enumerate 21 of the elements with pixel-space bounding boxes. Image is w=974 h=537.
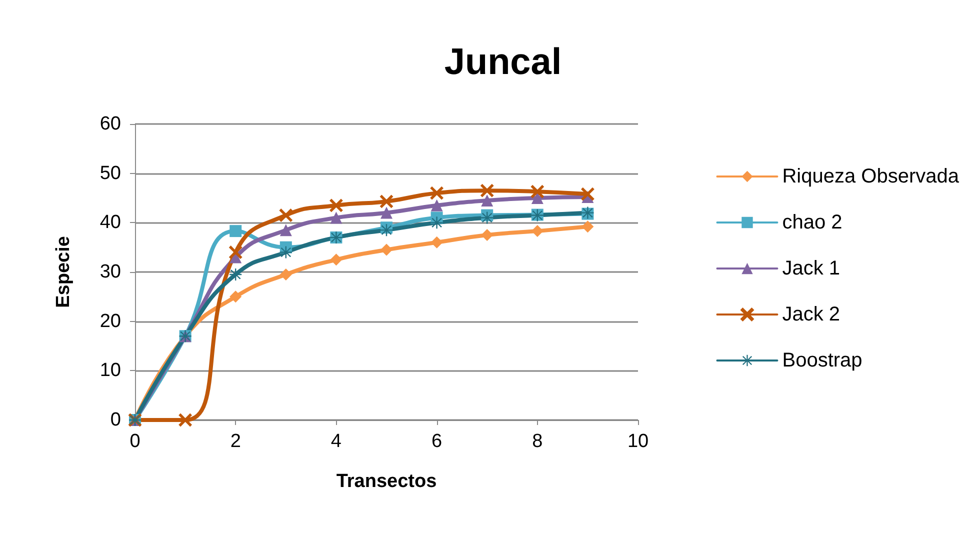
legend-label: Jack 2 [782, 304, 840, 326]
y-tick-label: 40 [100, 212, 121, 234]
x-tick-label: 6 [432, 431, 442, 452]
x-tick-label: 8 [532, 431, 543, 452]
legend-label: Jack 1 [782, 258, 840, 280]
x-tick-label: 4 [330, 431, 342, 452]
legend-label: chao 2 [782, 212, 842, 234]
x-tick-label: 10 [627, 431, 649, 452]
chart-title: Juncal [444, 41, 562, 82]
y-tick-label: 0 [110, 410, 121, 430]
x-tick-label: 2 [230, 431, 241, 452]
y-tick-label: 30 [100, 262, 121, 282]
legend-label: Boostrap [782, 350, 862, 372]
y-tick-label: 50 [100, 162, 121, 184]
legend-label: Riqueza Observada [782, 166, 960, 188]
y-tick-label: 20 [100, 310, 121, 332]
y-axis-title: Especie [53, 236, 74, 308]
x-tick-label: 0 [130, 431, 140, 452]
x-axis-title: Transectos [336, 471, 437, 492]
y-tick-label: 60 [100, 114, 121, 134]
y-tick-label: 10 [100, 360, 121, 382]
